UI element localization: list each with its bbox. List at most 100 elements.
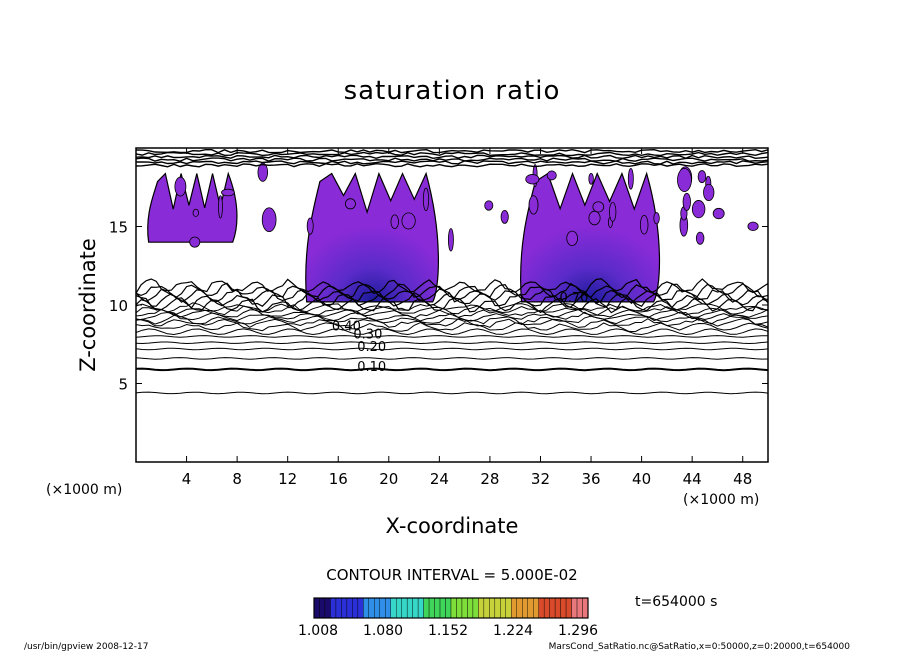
- x-unit-left: (×1000 m): [46, 482, 123, 498]
- colorbar-band: [467, 597, 474, 619]
- contour-label: 0.70: [559, 291, 588, 306]
- supersaturated-blob: [712, 207, 725, 220]
- supersaturated-blob: [447, 228, 454, 252]
- colorbar-band: [560, 597, 567, 619]
- supersaturated-region: [147, 171, 238, 243]
- contour-line: [136, 367, 768, 372]
- colorbar-band: [478, 597, 485, 619]
- contour-line: [136, 347, 768, 351]
- x-axis-label: X-coordinate: [385, 514, 519, 538]
- x-tick-label: 40: [632, 470, 651, 488]
- colorbar-band: [565, 597, 572, 619]
- supersaturated-blob: [189, 236, 201, 248]
- supersaturated-blob: [703, 183, 715, 202]
- contour-interval: CONTOUR INTERVAL = 5.000E-02: [326, 566, 578, 584]
- supersaturated-blob: [546, 170, 557, 181]
- supersaturated-blob: [528, 195, 539, 215]
- contour-line: [136, 328, 768, 336]
- colorbar-band: [522, 597, 528, 619]
- supersaturated-blob: [306, 217, 314, 235]
- colorbar-band: [576, 597, 583, 619]
- x-tick-label: 28: [480, 470, 499, 488]
- contour-line: [136, 291, 768, 309]
- colorbar-frame: [313, 597, 589, 619]
- colorbar-band: [582, 597, 589, 619]
- contour-line: [136, 296, 768, 314]
- x-tick-label: 32: [531, 470, 550, 488]
- supersaturated-blob: [566, 230, 578, 246]
- supersaturated-blob: [695, 231, 705, 245]
- x-tick-label: 12: [278, 470, 297, 488]
- colorbar-tick-label: 1.224: [493, 623, 533, 639]
- contour-line: [136, 160, 768, 165]
- supersaturated-blob: [174, 176, 187, 197]
- colorbar-band: [357, 597, 364, 619]
- colorbar-band: [335, 597, 342, 619]
- supersaturated-blob: [697, 170, 707, 184]
- colorbar-band: [313, 597, 320, 619]
- supersaturated-region: [520, 171, 661, 303]
- colorbar-band: [439, 597, 446, 619]
- x-tick-label: 16: [329, 470, 348, 488]
- time-label: t=654000 s: [635, 594, 718, 610]
- contour-label: 0.10: [357, 360, 386, 375]
- colorbar-band: [368, 597, 375, 619]
- colorbar-band: [483, 597, 490, 619]
- colorbar-band: [472, 597, 479, 619]
- colorbar: 1.008 1.080 1.152 1.224 1.296: [298, 597, 598, 639]
- supersaturated-blob: [588, 172, 594, 185]
- y-tick-label: 5: [118, 376, 128, 394]
- contour-line: [136, 302, 768, 313]
- supersaturated-blob: [639, 214, 649, 235]
- x-tick-label: 44: [683, 470, 702, 488]
- x-tick-label: 4: [182, 470, 192, 488]
- colorbar-band: [554, 597, 561, 619]
- supersaturated-blob: [221, 188, 235, 197]
- colorbar-band: [543, 597, 550, 619]
- colorbar-band: [571, 597, 578, 619]
- x-tick-label: 36: [581, 470, 600, 488]
- colorbar-band: [527, 597, 534, 619]
- contour-line: [136, 278, 768, 295]
- colorbar-band: [489, 597, 496, 619]
- contour-line: [136, 282, 768, 299]
- x-tick-label: 24: [430, 470, 449, 488]
- colorbar-band: [434, 597, 441, 619]
- supersaturated-blob: [422, 187, 430, 212]
- contour-line: [136, 151, 768, 157]
- supersaturated-blob: [627, 168, 634, 190]
- y-tick-label: 10: [109, 297, 128, 315]
- colorbar-band: [324, 597, 331, 619]
- supersaturated-blob: [261, 207, 277, 233]
- contour-line: [136, 341, 768, 345]
- supersaturated-blob: [592, 201, 605, 213]
- supersaturated-blob: [401, 212, 416, 230]
- supersaturated-blob: [682, 192, 691, 211]
- x-tick-label: 48: [733, 470, 752, 488]
- x-tick-label: 8: [232, 470, 242, 488]
- colorbar-band: [346, 597, 353, 619]
- colorbar-band: [511, 597, 517, 619]
- colorbar-band: [363, 597, 370, 619]
- supersaturated-blob: [344, 198, 356, 210]
- contour-line: [136, 157, 768, 162]
- colorbar-band: [385, 597, 391, 619]
- supersaturated-blob: [390, 214, 399, 229]
- contour-line: [136, 335, 768, 338]
- colorbar-band: [390, 597, 397, 619]
- colorbar-band: [450, 597, 457, 619]
- footer-command: /usr/bin/gpview 2008-12-17: [24, 642, 149, 652]
- supersaturated-blob: [609, 201, 617, 222]
- colorbar-band: [406, 597, 413, 619]
- colorbar-tick-label: 1.296: [558, 623, 598, 639]
- contour-line: [136, 391, 768, 395]
- supersaturated-region: [305, 171, 439, 303]
- colorbar-band: [379, 597, 386, 619]
- colorbar-band: [500, 597, 507, 619]
- supersaturated-blob: [500, 209, 509, 224]
- colorbar-band: [423, 597, 430, 619]
- supersaturated-blob: [691, 200, 706, 219]
- contour-label: 0.30: [353, 327, 382, 342]
